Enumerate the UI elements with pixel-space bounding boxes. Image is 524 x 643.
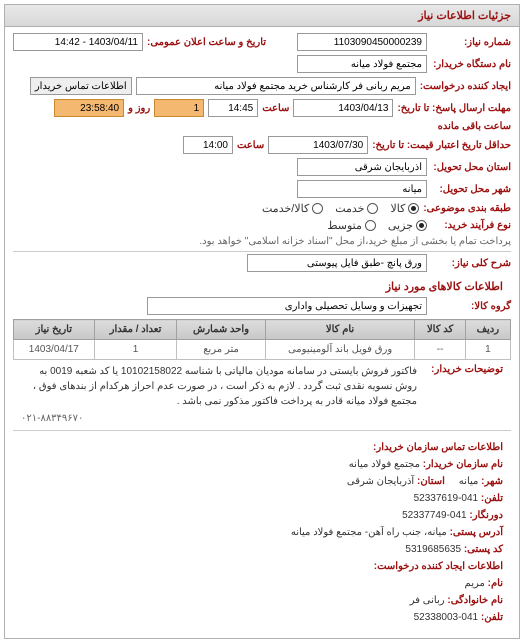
contact-buyer-button[interactable]: اطلاعات تماس خریدار	[30, 77, 132, 95]
contact-org-label: نام سازمان خریدار:	[423, 459, 503, 470]
th-unit: واحد شمارش	[177, 320, 265, 340]
creator-lname-label: نام خانوادگی:	[447, 595, 503, 606]
th-name: نام کالا	[265, 320, 415, 340]
radio-icon	[408, 203, 419, 214]
remain-days-label: روز و	[128, 103, 150, 114]
buyer-org-input[interactable]	[297, 55, 427, 73]
delivery-city-input[interactable]	[297, 180, 427, 198]
contact-fax-label: دورنگار:	[469, 510, 503, 521]
remain-suffix: ساعت باقی مانده	[438, 121, 511, 132]
contact-city-label: شهر:	[481, 476, 503, 487]
goods-group-input[interactable]	[147, 297, 427, 315]
form-area: شماره نیاز: تاریخ و ساعت اعلان عمومی: نا…	[5, 27, 519, 638]
contact-postal-label: کد پستی:	[464, 544, 503, 555]
creator-label: ایجاد کننده درخواست:	[420, 81, 511, 92]
contact-address-label: آدرس پستی:	[450, 527, 503, 538]
validity-date-input[interactable]	[268, 136, 368, 154]
radio-kala[interactable]: کالا	[390, 202, 419, 215]
radio-icon	[365, 220, 376, 231]
creator-phone: 041-52338003	[414, 612, 479, 623]
contact-phone-label: تلفن:	[481, 493, 503, 504]
deadline-date-input[interactable]	[293, 99, 393, 117]
buyer-desc-label: توضیحات خریدار:	[423, 364, 503, 409]
table-header-row: ردیف کد کالا نام کالا واحد شمارش تعداد /…	[14, 320, 511, 340]
contact-fax: 041-52337749	[402, 510, 467, 521]
creator-section-title: اطلاعات ایجاد کننده درخواست:	[374, 561, 503, 572]
contact-phone: 041-52337619	[414, 493, 479, 504]
phone-line: ۰۲۱-۸۸۳۴۹۶۷۰	[13, 413, 511, 428]
remain-time-input	[54, 99, 124, 117]
radio-medium[interactable]: متوسط	[327, 219, 376, 232]
buyer-org-label: نام دستگاه خریدار:	[431, 59, 511, 70]
deadline-time-input[interactable]	[208, 99, 258, 117]
th-qty: تعداد / مقدار	[94, 320, 177, 340]
delivery-state-label: استان محل تحویل:	[431, 162, 511, 173]
delivery-state-input[interactable]	[297, 158, 427, 176]
creator-name-label: نام:	[488, 578, 503, 589]
contact-state-label: استان:	[417, 476, 445, 487]
radio-icon	[416, 220, 427, 231]
radio-partial[interactable]: جزیی	[388, 219, 427, 232]
process-type-radios: جزیی متوسط	[327, 219, 427, 232]
creator-lname: ربانی فر	[410, 595, 445, 606]
contact-state: آذربایجان شرقی	[347, 476, 414, 487]
general-desc-label: شرح کلی نیاز:	[431, 258, 511, 269]
details-panel: جزئیات اطلاعات نیاز شماره نیاز: تاریخ و …	[4, 4, 520, 639]
deadline-time-label: ساعت	[262, 103, 289, 114]
separator	[13, 430, 511, 431]
creator-name: مریم	[465, 578, 485, 589]
validity-label: حداقل تاریخ اعتبار قیمت: تا تاریخ:	[372, 140, 511, 151]
creator-phone-label: تلفن:	[481, 612, 503, 623]
general-desc-input[interactable]	[247, 254, 427, 272]
radio-icon	[367, 203, 378, 214]
items-table: ردیف کد کالا نام کالا واحد شمارش تعداد /…	[13, 319, 511, 360]
table-row[interactable]: 1 -- ورق فویل باند آلومینیومی متر مربع 1…	[14, 340, 511, 360]
th-date: تاریخ نیاز	[14, 320, 95, 340]
contact-org: مجتمع فولاد میانه	[349, 459, 420, 470]
radio-khedmat[interactable]: خدمت	[335, 202, 378, 215]
validity-time-label: ساعت	[237, 140, 264, 151]
cell-row: 1	[465, 340, 510, 360]
remain-days-input	[154, 99, 204, 117]
cell-unit: متر مربع	[177, 340, 265, 360]
radio-icon	[312, 203, 323, 214]
cell-qty: 1	[94, 340, 177, 360]
process-note: پرداخت تمام یا بخشی از مبلغ خرید،از محل …	[199, 236, 511, 247]
public-datetime-label: تاریخ و ساعت اعلان عمومی:	[147, 37, 266, 48]
contact-address: میانه، جنب راه آهن- مجتمع فولاد میانه	[291, 527, 447, 538]
subject-group-radios: کالا خدمت کالا/خدمت	[262, 202, 419, 215]
items-title: اطلاعات کالاهای مورد نیاز	[13, 276, 511, 297]
request-no-input[interactable]	[297, 33, 427, 51]
contact-title: اطلاعات تماس سازمان خریدار:	[373, 442, 503, 453]
panel-title: جزئیات اطلاعات نیاز	[5, 5, 519, 27]
buyer-desc-text: فاکتور فروش بایستی در سامانه مودیان مالی…	[21, 364, 417, 409]
th-code: کد کالا	[415, 320, 465, 340]
public-datetime-input[interactable]	[13, 33, 143, 51]
cell-name: ورق فویل باند آلومینیومی	[265, 340, 415, 360]
delivery-city-label: شهر محل تحویل:	[431, 184, 511, 195]
cell-code: --	[415, 340, 465, 360]
cell-date: 1403/04/17	[14, 340, 95, 360]
separator	[13, 251, 511, 252]
radio-kala-khedmat[interactable]: کالا/خدمت	[262, 202, 323, 215]
goods-group-label: گروه کالا:	[431, 301, 511, 312]
contact-postal: 5319685635	[405, 544, 461, 555]
request-no-label: شماره نیاز:	[431, 37, 511, 48]
process-type-label: نوع فرآیند خرید:	[431, 220, 511, 231]
contact-city: میانه	[459, 476, 479, 487]
th-row: ردیف	[465, 320, 510, 340]
creator-input[interactable]	[136, 77, 416, 95]
deadline-label: مهلت ارسال پاسخ: تا تاریخ:	[397, 103, 511, 114]
subject-group-label: طبقه بندی موضوعی:	[423, 203, 511, 214]
contact-block: اطلاعات تماس سازمان خریدار: نام سازمان خ…	[13, 433, 511, 632]
validity-time-input[interactable]	[183, 136, 233, 154]
